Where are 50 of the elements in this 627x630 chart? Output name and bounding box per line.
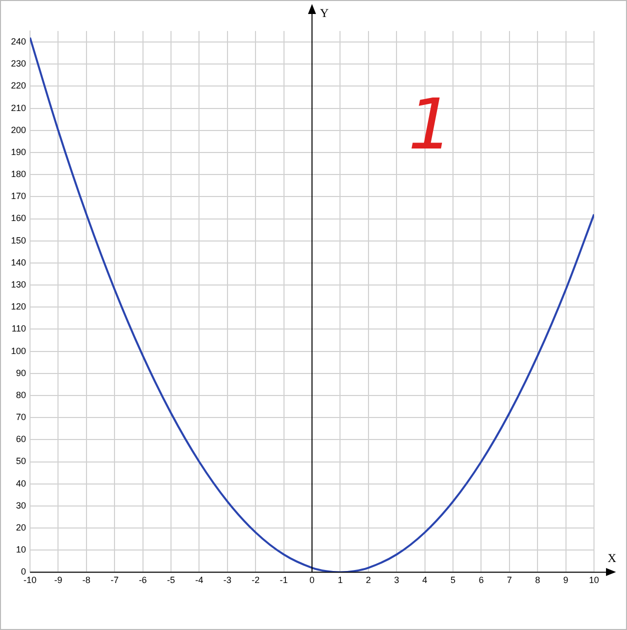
y-tick-label: 110 <box>12 324 26 334</box>
y-tick-label: 90 <box>16 368 26 378</box>
y-tick-label: 140 <box>10 257 26 268</box>
x-tick-label: 9 <box>563 575 568 586</box>
y-tick-label: 120 <box>10 302 26 312</box>
x-tick-label: 2 <box>366 575 371 586</box>
x-tick-label: 4 <box>422 575 428 586</box>
x-tick-label: 1 <box>338 575 343 586</box>
x-tick-label: -5 <box>167 575 176 586</box>
x-axis-title: X <box>608 551 617 566</box>
y-tick-label: 60 <box>16 434 26 444</box>
y-tick-label: 240 <box>10 36 26 47</box>
x-tick-label: -7 <box>110 575 119 586</box>
x-tick-label: -6 <box>138 575 147 586</box>
y-tick-label: 230 <box>10 58 26 69</box>
x-tick-label: -1 <box>280 575 288 586</box>
y-tick-label: 150 <box>10 235 26 246</box>
y-tick-label: 10 <box>16 544 26 555</box>
x-tick-label: -3 <box>223 575 232 586</box>
y-tick-label: 80 <box>16 390 26 400</box>
y-tick-label: 220 <box>10 80 26 91</box>
x-tick-label: 3 <box>394 575 400 586</box>
y-tick-label: 180 <box>10 169 26 180</box>
y-tick-label: 20 <box>16 522 26 533</box>
x-tick-label: -2 <box>252 575 260 586</box>
y-tick-label: 200 <box>10 124 26 135</box>
x-tick-label: 6 <box>478 575 484 586</box>
y-tick-label: 170 <box>10 191 26 202</box>
x-tick-label: 7 <box>506 575 512 586</box>
y-tick-label: 70 <box>16 412 26 422</box>
x-tick-label: -8 <box>82 575 90 586</box>
y-tick-label: 190 <box>10 146 26 157</box>
x-tick-label: -4 <box>195 575 204 586</box>
y-tick-label: 210 <box>10 102 26 113</box>
y-axis-title: Y <box>320 6 330 20</box>
x-tick-label: -9 <box>54 575 62 586</box>
y-tick-label: 160 <box>10 213 26 224</box>
y-tick-label: 100 <box>10 346 26 356</box>
y-tick-label: 50 <box>16 456 26 466</box>
x-tick-label: -10 <box>24 575 37 586</box>
x-tick-label: 5 <box>450 575 456 586</box>
y-tick-label: 130 <box>10 280 26 290</box>
y-tick-label: 40 <box>16 478 26 488</box>
x-tick-label: 0 <box>310 575 315 586</box>
y-tick-label: 0 <box>21 566 26 577</box>
y-tick-label: 30 <box>16 500 26 510</box>
line-series <box>30 36 594 572</box>
x-tick-label: 8 <box>535 575 540 586</box>
annotation: 1 <box>408 84 453 166</box>
x-tick-label: 10 <box>588 575 600 586</box>
